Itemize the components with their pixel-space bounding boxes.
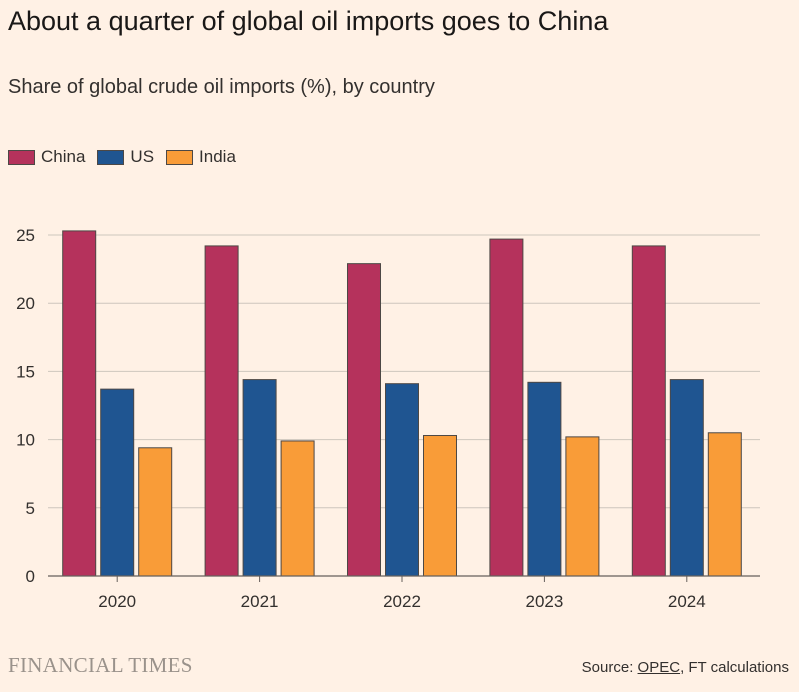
- y-tick-label-10: 10: [16, 431, 35, 450]
- legend-swatch-china: [8, 149, 35, 165]
- bar-india-2021: [280, 440, 315, 577]
- source-suffix: , FT calculations: [680, 659, 789, 676]
- bar-india-2024: [707, 432, 742, 577]
- chart-subtitle: Share of global crude oil imports (%), b…: [8, 76, 435, 98]
- x-tick-label-2022: 2022: [383, 592, 421, 611]
- x-tick-label-2023: 2023: [525, 592, 563, 611]
- bar-china-2020: [62, 230, 97, 577]
- legend-item-china: China: [8, 147, 85, 167]
- y-tick-label-20: 20: [16, 294, 35, 313]
- bar-china-2023: [489, 238, 524, 577]
- source-prefix: Source:: [581, 659, 638, 676]
- bar-china-2021: [204, 245, 239, 577]
- bar-us-2024: [669, 379, 704, 577]
- y-tick-label-0: 0: [26, 567, 35, 586]
- x-tick-label-2024: 2024: [668, 592, 706, 611]
- brand-logo-text: FINANCIAL TIMES: [8, 653, 193, 677]
- legend: China US India: [8, 145, 248, 169]
- legend-item-india: India: [166, 147, 236, 167]
- x-tick-label-2021: 2021: [241, 592, 279, 611]
- bar-us-2020: [100, 388, 135, 577]
- y-tick-label-15: 15: [16, 362, 35, 381]
- bar-us-2023: [527, 381, 562, 577]
- legend-label-us: US: [130, 147, 155, 166]
- bar-us-2022: [385, 383, 419, 577]
- bar-china-2024: [631, 245, 666, 577]
- legend-label-china: China: [41, 147, 86, 166]
- legend-label-india: India: [199, 147, 236, 166]
- source-link-opec[interactable]: OPEC: [637, 659, 681, 676]
- legend-swatch-us: [97, 149, 125, 165]
- legend-item-us: US: [97, 147, 154, 167]
- x-tick-label-2020: 2020: [98, 592, 136, 611]
- bar-us-2021: [242, 379, 277, 577]
- bar-india-2020: [138, 447, 173, 577]
- y-tick-label-25: 25: [16, 226, 35, 245]
- bar-india-2023: [565, 436, 600, 577]
- source-note: Source: OPEC, FT calculations: [582, 659, 789, 676]
- chart-title: About a quarter of global oil imports go…: [8, 6, 609, 36]
- legend-swatch-india: [166, 149, 194, 165]
- bar-china-2022: [347, 263, 381, 577]
- y-tick-label-5: 5: [26, 499, 35, 518]
- bar-india-2022: [423, 435, 457, 577]
